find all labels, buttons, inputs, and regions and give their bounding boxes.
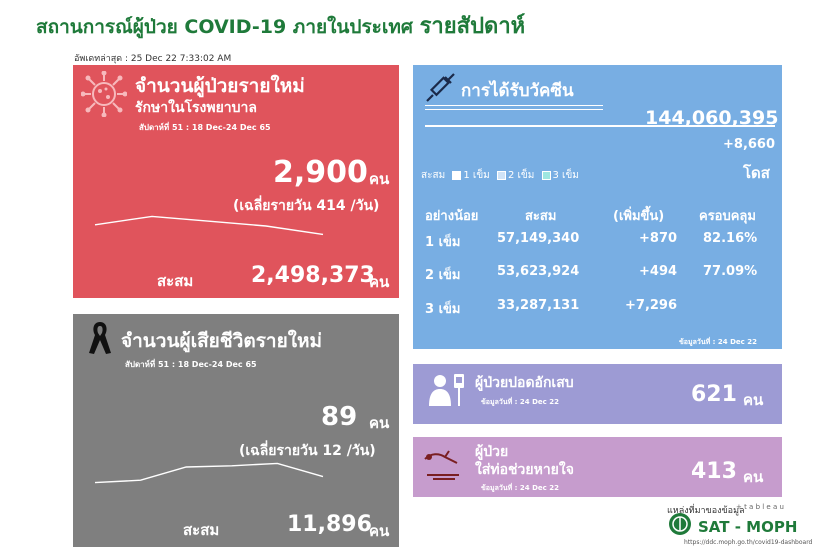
pneumonia-data-date: ข้อมูลวันที่ : 24 Dec 22 — [481, 398, 559, 406]
ribbon-icon — [89, 322, 111, 354]
vaccine-cell-cumulative: 33,287,131 — [497, 298, 580, 313]
legend-swatch-2 — [496, 170, 506, 180]
new-cases-value: 2,900 — [273, 155, 368, 190]
source-label: แหล่งที่มาของข้อมูล — [667, 506, 745, 516]
deaths-title: จำนวนผู้เสียชีวิตรายใหม่ — [121, 330, 323, 352]
vaccine-legend-label: สะสม — [421, 170, 446, 181]
ventilator-title-line2: ใส่ท่อช่วยหายใจ — [475, 462, 574, 478]
deaths-panel: จำนวนผู้เสียชีวิตรายใหม่ สัปดาห์ที่ 51 :… — [73, 314, 399, 547]
page-title-suffix: รายสัปดาห์ — [419, 14, 526, 39]
new-cases-title: จำนวนผู้ป่วยรายใหม่ — [135, 75, 305, 97]
vaccine-legend: สะสม 1 เข็ม 2 เข็ม 3 เข็ม — [421, 168, 579, 183]
vaccine-cell-increase: +7,296 — [625, 298, 678, 313]
patient-icon — [429, 374, 464, 406]
vaccine-cell-dose: 1 เข็ม — [425, 235, 461, 250]
vaccine-total: 144,060,395 — [645, 107, 779, 129]
vaccine-cell-increase: +870 — [639, 231, 678, 246]
vaccine-increase: +8,660 — [723, 137, 776, 152]
legend-item-2: 2 เข็ม — [507, 170, 535, 181]
syringe-icon — [426, 73, 455, 102]
source-org: SAT - MOPH — [698, 518, 798, 536]
deaths-cumulative-unit: คน — [369, 522, 390, 540]
vaccine-panel: การได้รับวัคซีน 144,060,395 +8,660 โดส ส… — [413, 65, 782, 349]
page-title: สถานการณ์ผู้ป่วย COVID-19 ภายในประเทศ รา… — [36, 8, 525, 43]
new-cases-cumulative-value: 2,498,373 — [251, 263, 375, 288]
pneumonia-title: ผู้ป่วยปอดอักเสบ — [475, 375, 574, 391]
new-cases-average: (เฉลี่ยรายวัน 414 /วัน) — [233, 198, 380, 214]
deaths-trend-line — [94, 462, 324, 484]
deaths-unit: คน — [369, 414, 390, 432]
new-cases-cumulative-label: สะสม — [157, 272, 194, 290]
pneumonia-value: 621 — [691, 382, 737, 407]
new-cases-trend-line — [94, 215, 324, 236]
ventilator-unit: คน — [743, 468, 764, 486]
ventilator-title-line1: ผู้ป่วย — [475, 444, 509, 460]
pneumonia-unit: คน — [743, 391, 764, 409]
vaccine-data-date: ข้อมูลวันที่ : 24 Dec 22 — [679, 338, 757, 346]
deaths-average: (เฉลี่ยรายวัน 12 /วัน) — [239, 443, 376, 459]
deaths-week: สัปดาห์ที่ 51 : 18 Dec-24 Dec 65 — [125, 360, 257, 369]
vaccine-title: การได้รับวัคซีน — [461, 81, 574, 101]
vaccine-unit: โดส — [743, 164, 770, 182]
deaths-cumulative-label: สะสม — [183, 521, 220, 539]
vaccine-col-increase: (เพิ่มขึ้น) — [613, 209, 665, 224]
vaccine-divider-2 — [425, 109, 603, 110]
page-title-prefix: สถานการณ์ผู้ป่วย COVID-19 ภายในประเทศ — [36, 16, 413, 38]
ventilator-panel: ผู้ป่วย ใส่ท่อช่วยหายใจ ข้อมูลวันที่ : 2… — [413, 437, 782, 497]
new-cases-panel: จำนวนผู้ป่วยรายใหม่ รักษาในโรงพยาบาล สัป… — [73, 65, 399, 298]
deaths-cumulative-value: 11,896 — [287, 512, 372, 537]
vaccine-col-cumulative: สะสม — [525, 209, 557, 224]
vaccine-cell-coverage: 82.16% — [703, 231, 758, 246]
new-cases-week: สัปดาห์ที่ 51 : 18 Dec-24 Dec 65 — [139, 123, 271, 132]
source-url[interactable]: https://ddc.moph.go.th/covid19-dashboard — [684, 539, 813, 546]
vaccine-cell-dose: 3 เข็ม — [425, 302, 461, 317]
legend-swatch-3 — [541, 170, 551, 180]
vaccine-divider-1 — [425, 105, 603, 106]
vaccine-cell-coverage: 77.09% — [703, 264, 758, 279]
virus-icon — [81, 71, 127, 117]
vaccine-progress-bar — [425, 125, 775, 127]
new-cases-subtitle: รักษาในโรงพยาบาล — [135, 100, 257, 116]
vaccine-col-coverage: ครอบคลุม — [699, 209, 756, 224]
new-cases-cumulative-unit: คน — [369, 273, 390, 291]
legend-swatch-1 — [452, 170, 462, 180]
vaccine-cell-cumulative: 57,149,340 — [497, 231, 580, 246]
vaccine-cell-cumulative: 53,623,924 — [497, 264, 580, 279]
vaccine-col-dose: อย่างน้อย — [425, 209, 479, 224]
vaccine-cell-increase: +494 — [639, 264, 678, 279]
legend-item-1: 1 เข็ม — [463, 170, 490, 181]
vaccine-cell-dose: 2 เข็ม — [425, 268, 461, 283]
tableau-logo: + t a b l e a u — [736, 503, 784, 511]
ventilator-icon — [424, 450, 459, 480]
deaths-value: 89 — [321, 402, 358, 432]
ventilator-value: 413 — [691, 459, 737, 484]
moph-logo-icon — [669, 513, 691, 535]
pneumonia-panel: ผู้ป่วยปอดอักเสบ ข้อมูลวันที่ : 24 Dec 2… — [413, 364, 782, 424]
ventilator-data-date: ข้อมูลวันที่ : 24 Dec 22 — [481, 484, 559, 492]
new-cases-unit: คน — [369, 170, 390, 188]
legend-item-3: 3 เข็ม — [552, 170, 579, 181]
last-updated: อัพเดทล่าสุด : 25 Dec 22 7:33:02 AM — [74, 54, 232, 64]
